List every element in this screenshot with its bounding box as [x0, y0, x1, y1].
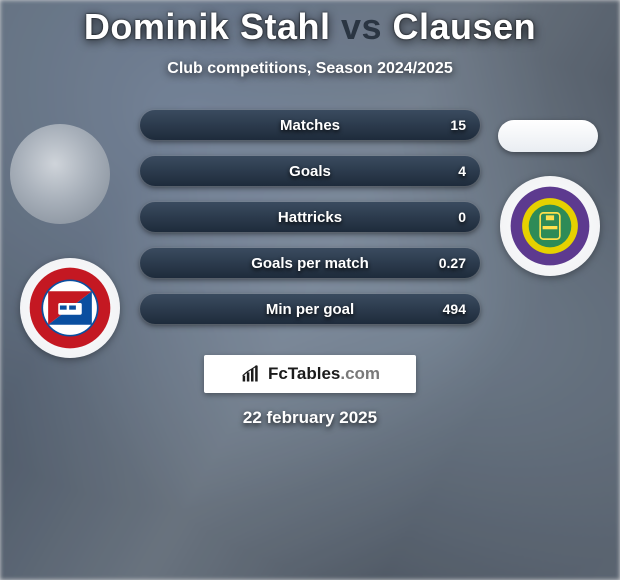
brand-text: FcTables.com [268, 364, 380, 384]
content-root: Dominik Stahl vs Clausen Club competitio… [0, 0, 620, 580]
away-club-crest [500, 176, 600, 276]
home-club-crest [20, 258, 120, 358]
brand-main: FcTables [268, 364, 340, 383]
unterhaching-crest-icon [28, 266, 112, 350]
stat-label: Min per goal [140, 301, 480, 318]
stat-value-right: 4 [458, 163, 466, 179]
brand-ext: .com [340, 364, 380, 383]
stat-label: Matches [140, 117, 480, 134]
stat-label: Hattricks [140, 209, 480, 226]
stat-row-goals: Goals 4 [140, 156, 480, 186]
subtitle: Club competitions, Season 2024/2025 [0, 60, 620, 78]
stat-row-hattricks: Hattricks 0 [140, 202, 480, 232]
stat-label: Goals per match [140, 255, 480, 272]
player1-name: Dominik Stahl [84, 6, 331, 47]
stat-row-min-per-goal: Min per goal 494 [140, 294, 480, 324]
stat-label: Goals [140, 163, 480, 180]
stat-value-right: 15 [450, 117, 466, 133]
player2-name: Clausen [393, 6, 537, 47]
vs-word: vs [341, 6, 382, 47]
stat-row-goals-per-match: Goals per match 0.27 [140, 248, 480, 278]
bar-chart-icon [240, 364, 262, 384]
erzgebirge-aue-crest-icon [509, 185, 591, 267]
stat-row-matches: Matches 15 [140, 110, 480, 140]
page-title: Dominik Stahl vs Clausen [0, 0, 620, 48]
stat-value-right: 0 [458, 209, 466, 225]
stat-value-right: 0.27 [439, 255, 466, 271]
date-line: 22 february 2025 [0, 408, 620, 428]
stat-value-right: 494 [443, 301, 466, 317]
brand-chip: FcTables.com [204, 355, 416, 393]
